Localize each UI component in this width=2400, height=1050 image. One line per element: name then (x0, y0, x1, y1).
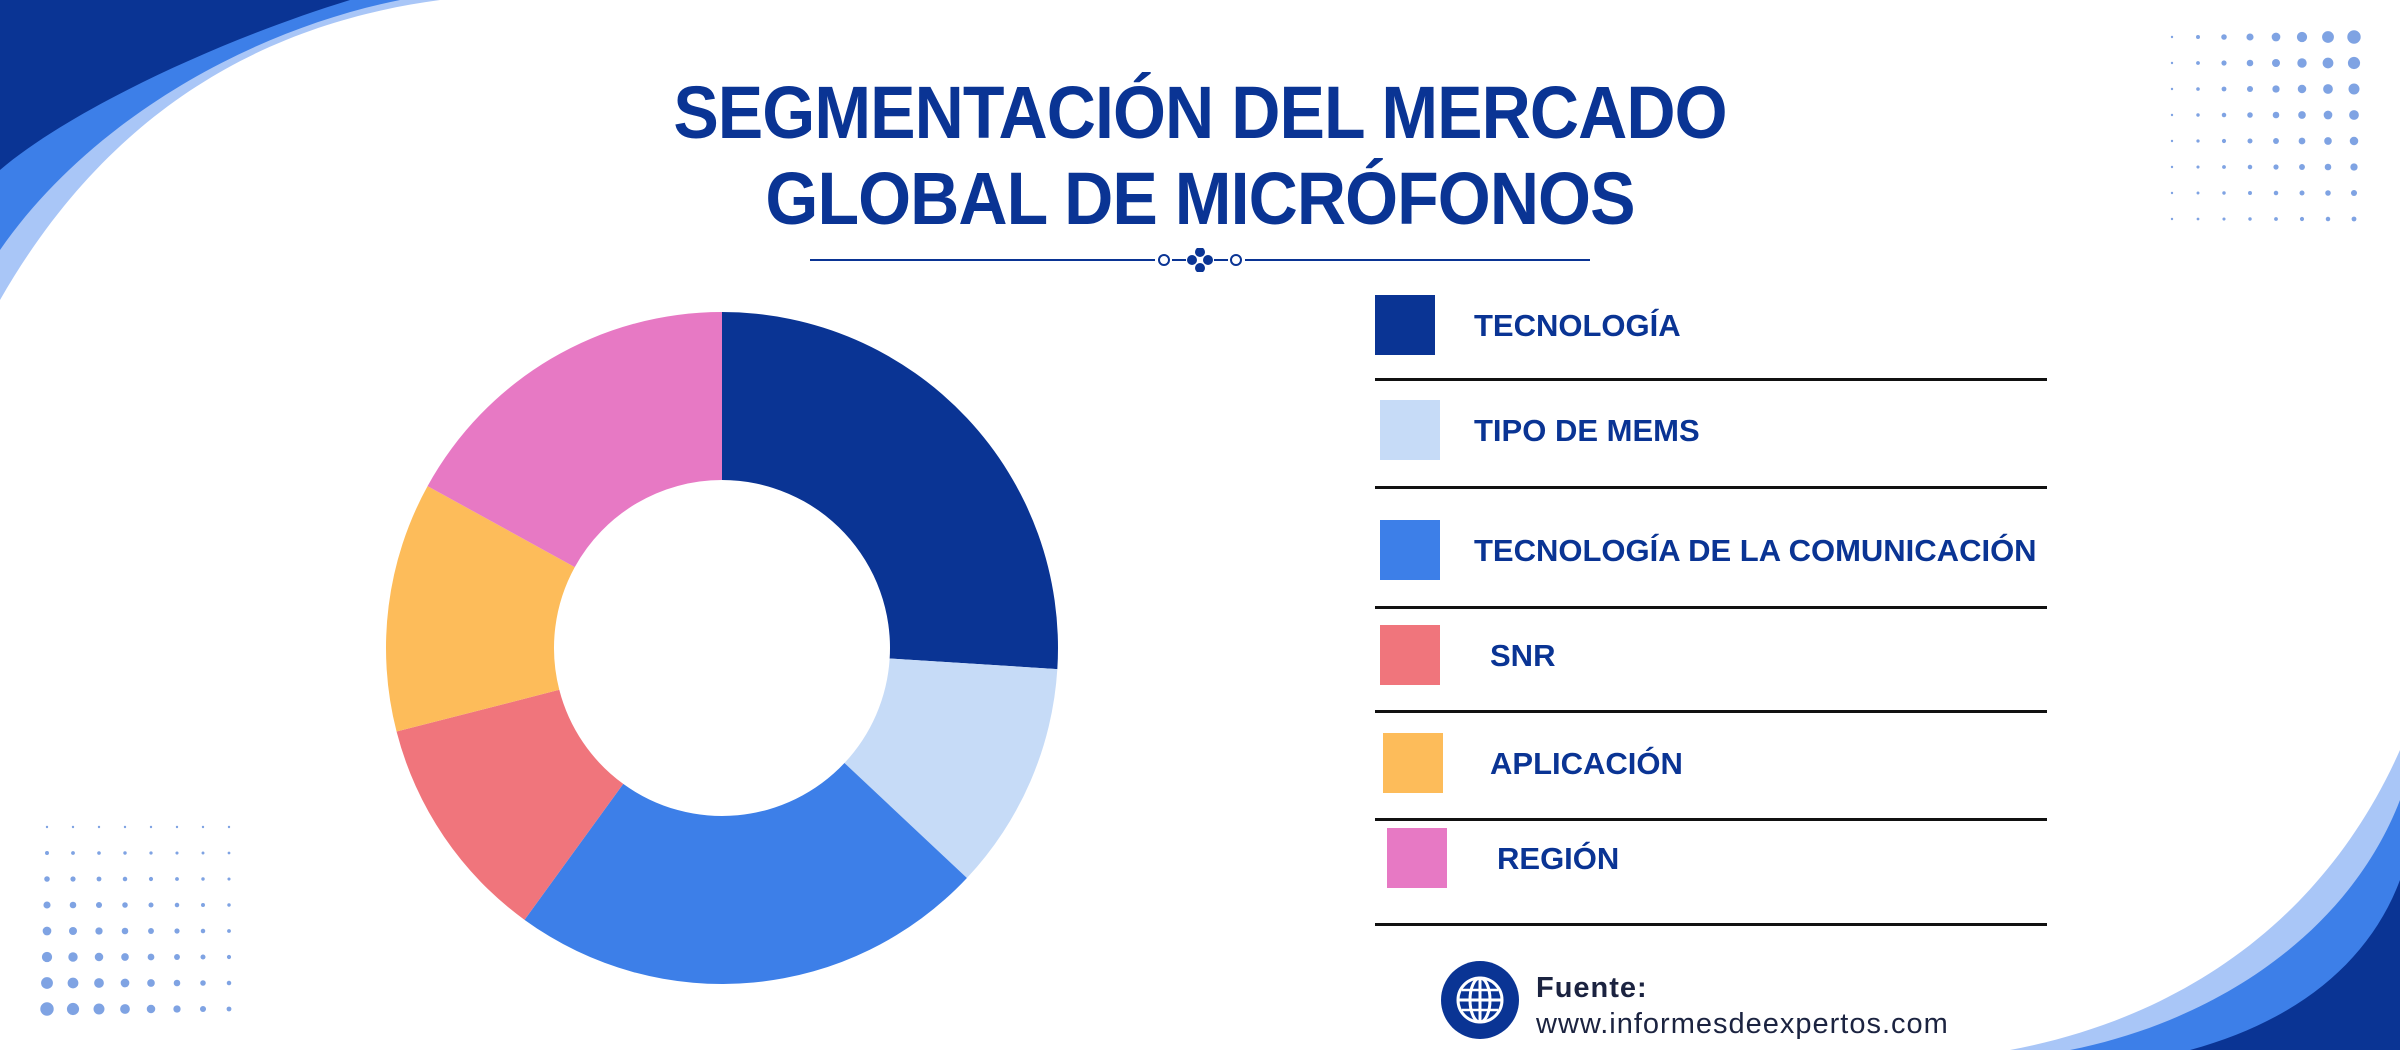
top-left-wave-decoration (0, 0, 440, 300)
bottom-right-wave-decoration (2010, 750, 2400, 1050)
donut-slice-3 (524, 763, 967, 985)
legend-swatch (1383, 733, 1443, 793)
legend-label: TIPO DE MEMS (1474, 413, 1700, 448)
source-label: Fuente: (1536, 972, 1648, 1004)
bottom-left-dot-grid-decoration (40, 825, 232, 1016)
donut-slice-4 (396, 689, 624, 920)
legend-label: TECNOLOGÍA DE LA COMUNICACIÓN (1474, 533, 2037, 568)
title-divider (810, 248, 1590, 272)
page-title: SEGMENTACIÓN DEL MERCADO GLOBAL DE MICRÓ… (96, 70, 2304, 242)
legend-divider (1375, 818, 2047, 821)
legend-divider (1375, 710, 2047, 713)
legend-swatch (1387, 828, 1447, 888)
legend-label: TECNOLOGÍA (1474, 308, 1681, 343)
legend-label: REGIÓN (1497, 841, 1620, 876)
legend-divider (1375, 486, 2047, 489)
donut-slice-5 (386, 486, 575, 732)
legend-label: SNR (1490, 638, 1556, 673)
legend-divider (1375, 606, 2047, 609)
legend-divider (1375, 378, 2047, 381)
donut-chart (386, 312, 1058, 985)
legend-swatch (1380, 625, 1440, 685)
donut-slice-6 (427, 312, 722, 568)
title-line-2: GLOBAL DE MICRÓFONOS (765, 157, 1635, 240)
title-line-1: SEGMENTACIÓN DEL MERCADO (673, 71, 1727, 154)
legend-swatch (1380, 400, 1440, 460)
legend-swatch (1380, 520, 1440, 580)
source-url-link[interactable]: www.informesdeexpertos.com (1536, 1008, 1949, 1040)
donut-slice-2 (844, 658, 1058, 879)
legend-swatch (1375, 295, 1435, 355)
globe-icon (1441, 961, 1519, 1039)
legend-divider (1375, 923, 2047, 926)
legend-label: APLICACIÓN (1490, 746, 1683, 781)
donut-slice-1 (722, 312, 1058, 670)
top-right-dot-grid-decoration (2170, 30, 2361, 222)
